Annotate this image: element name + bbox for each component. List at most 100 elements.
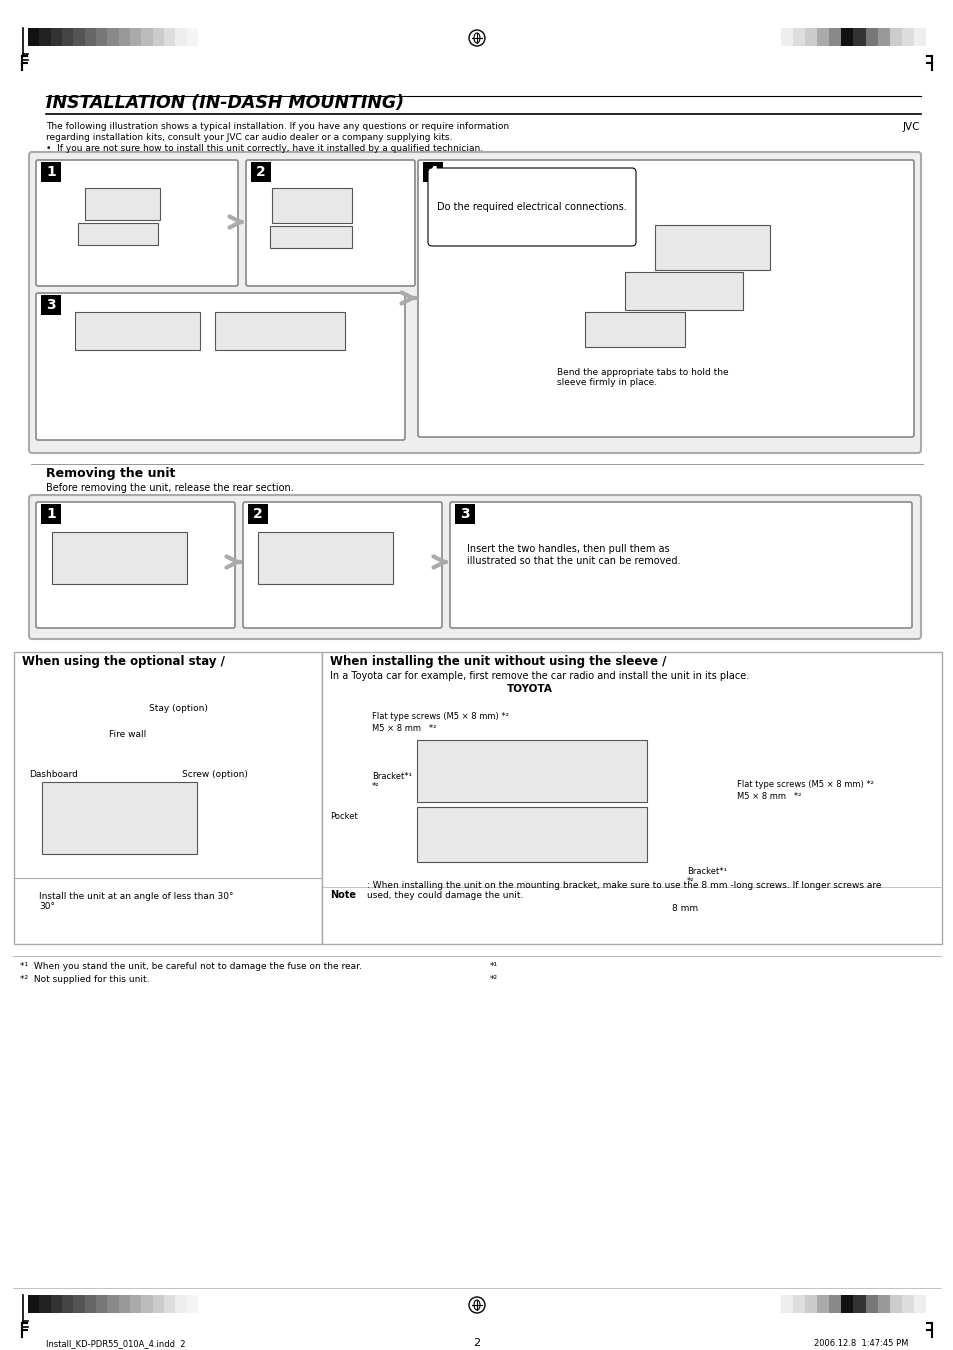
FancyBboxPatch shape — [29, 153, 920, 454]
Text: 3: 3 — [46, 298, 56, 312]
Bar — [817, 1295, 828, 1314]
Text: 2006.12.8  1:47:45 PM: 2006.12.8 1:47:45 PM — [813, 1339, 907, 1349]
Text: Removing the unit: Removing the unit — [46, 467, 175, 481]
Text: M5 × 8 mm   *²: M5 × 8 mm *² — [372, 724, 436, 733]
Text: 2: 2 — [473, 1338, 480, 1349]
Bar — [96, 1295, 108, 1314]
Text: Insert the two handles, then pull them as
illustrated so that the unit can be re: Insert the two handles, then pull them a… — [467, 544, 679, 566]
Bar — [41, 296, 61, 315]
Text: Flat type screws (M5 × 8 mm) *²: Flat type screws (M5 × 8 mm) *² — [372, 711, 508, 721]
Bar — [416, 807, 646, 863]
Bar — [322, 652, 941, 944]
Bar — [853, 1295, 864, 1314]
Bar — [272, 188, 352, 223]
Text: M5 × 8 mm   *²: M5 × 8 mm *² — [737, 792, 801, 801]
Bar — [817, 28, 828, 46]
Bar — [270, 225, 352, 248]
FancyBboxPatch shape — [243, 502, 441, 628]
Bar — [73, 1295, 85, 1314]
FancyBboxPatch shape — [450, 502, 911, 628]
Bar — [73, 28, 85, 46]
Bar — [141, 28, 152, 46]
Bar — [28, 1295, 39, 1314]
Text: 3: 3 — [459, 508, 469, 521]
Bar — [792, 1295, 804, 1314]
Text: Install_KD-PDR55_010A_4.indd  2: Install_KD-PDR55_010A_4.indd 2 — [46, 1339, 185, 1349]
Bar — [62, 1295, 73, 1314]
Text: Pocket: Pocket — [330, 811, 357, 821]
Bar — [257, 532, 393, 585]
Text: *¹: *¹ — [490, 963, 497, 971]
Text: In a Toyota car for example, first remove the car radio and install the unit in : In a Toyota car for example, first remov… — [330, 671, 748, 680]
Bar — [864, 28, 877, 46]
Text: *²  Not supplied for this unit.: *² Not supplied for this unit. — [20, 975, 150, 984]
Bar — [28, 28, 39, 46]
Bar — [889, 1295, 901, 1314]
Bar — [913, 28, 925, 46]
Bar — [251, 162, 271, 182]
FancyBboxPatch shape — [428, 167, 636, 246]
Bar — [841, 1295, 853, 1314]
Bar — [853, 28, 864, 46]
Bar — [75, 312, 200, 350]
Bar — [85, 188, 160, 220]
Text: Do the required electrical connections.: Do the required electrical connections. — [436, 202, 626, 212]
Bar — [42, 782, 196, 855]
Bar — [39, 1295, 51, 1314]
Bar — [214, 312, 345, 350]
Bar — [62, 28, 73, 46]
Bar — [877, 1295, 889, 1314]
Text: Install the unit at an angle of less than 30°
30°: Install the unit at an angle of less tha… — [39, 892, 233, 911]
Text: Fire wall: Fire wall — [109, 730, 146, 738]
Text: 4: 4 — [428, 165, 437, 180]
Text: *²: *² — [490, 975, 497, 984]
Bar — [655, 225, 769, 270]
FancyBboxPatch shape — [29, 495, 920, 639]
Bar — [108, 28, 118, 46]
Text: 1: 1 — [46, 508, 56, 521]
Bar — [164, 1295, 175, 1314]
Bar — [118, 1295, 130, 1314]
Text: Bend the appropriate tabs to hold the
sleeve firmly in place.: Bend the appropriate tabs to hold the sl… — [557, 369, 728, 387]
Bar — [41, 504, 61, 524]
Bar — [864, 1295, 877, 1314]
Bar — [41, 162, 61, 182]
Text: Stay (option): Stay (option) — [149, 703, 208, 713]
Bar — [889, 28, 901, 46]
Text: Dashboard: Dashboard — [29, 769, 78, 779]
FancyBboxPatch shape — [417, 161, 913, 437]
Bar — [901, 28, 913, 46]
Bar — [96, 28, 108, 46]
Bar — [85, 1295, 96, 1314]
Bar — [804, 1295, 817, 1314]
Bar — [828, 28, 841, 46]
Text: Before removing the unit, release the rear section.: Before removing the unit, release the re… — [46, 483, 294, 493]
Bar — [248, 504, 268, 524]
Text: The following illustration shows a typical installation. If you have any questio: The following illustration shows a typic… — [46, 122, 509, 131]
Text: When using the optional stay /: When using the optional stay / — [22, 655, 225, 668]
Bar — [130, 28, 141, 46]
Text: Screw (option): Screw (option) — [182, 769, 248, 779]
Bar — [781, 28, 792, 46]
FancyBboxPatch shape — [36, 161, 237, 286]
Bar — [187, 28, 198, 46]
Bar — [152, 1295, 164, 1314]
Text: JVC: JVC — [902, 122, 919, 132]
Bar — [175, 1295, 187, 1314]
Bar — [804, 28, 817, 46]
Bar — [781, 1295, 792, 1314]
Bar — [901, 1295, 913, 1314]
Bar — [51, 1295, 62, 1314]
Bar — [108, 1295, 118, 1314]
Bar — [39, 28, 51, 46]
Bar — [187, 1295, 198, 1314]
Text: regarding installation kits, consult your JVC car audio dealer or a company supp: regarding installation kits, consult you… — [46, 134, 452, 142]
Text: 2: 2 — [253, 508, 263, 521]
Bar — [584, 312, 684, 347]
FancyBboxPatch shape — [36, 502, 234, 628]
Text: When installing the unit without using the sleeve /: When installing the unit without using t… — [330, 655, 666, 668]
Bar — [85, 28, 96, 46]
Text: 2: 2 — [255, 165, 266, 180]
Bar — [841, 28, 853, 46]
Bar — [14, 652, 322, 944]
